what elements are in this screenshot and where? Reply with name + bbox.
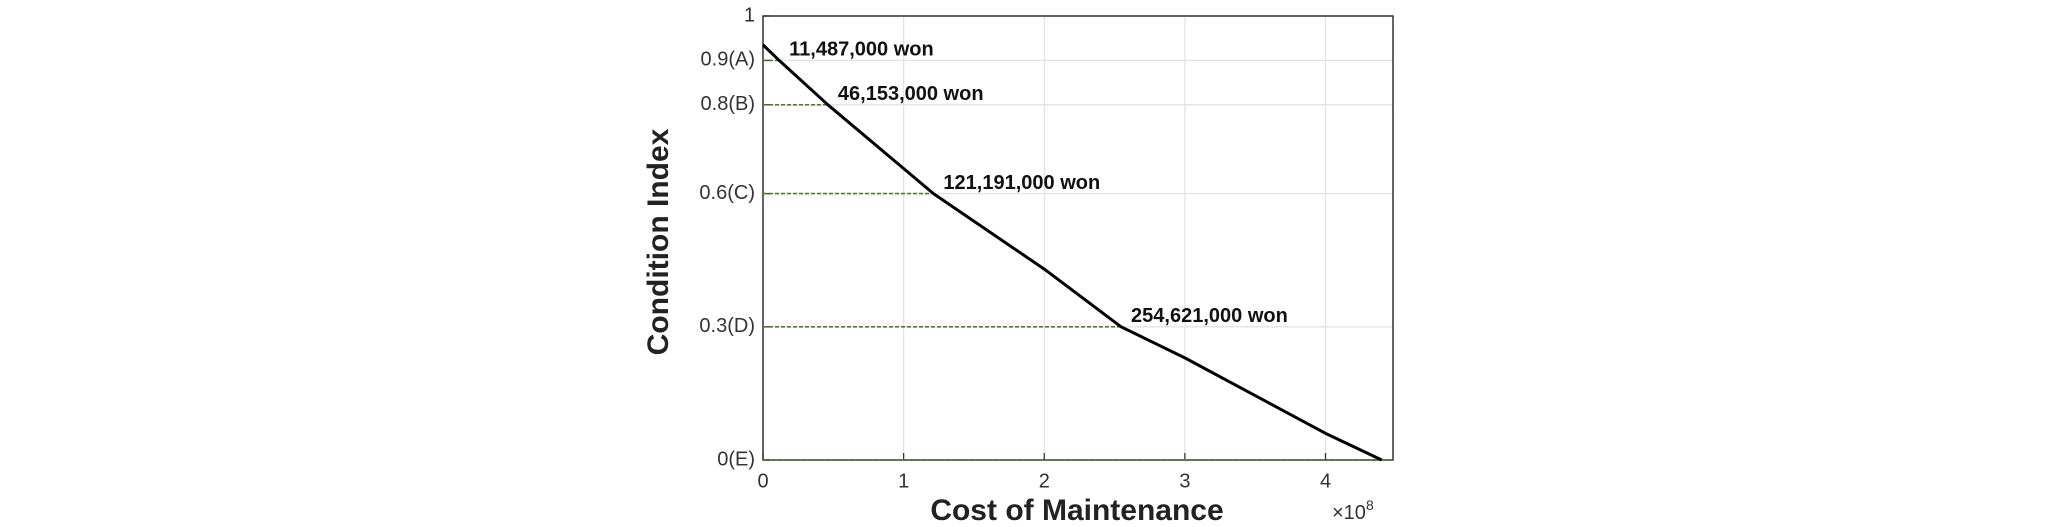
- y-tick-label: 1: [744, 4, 755, 26]
- annotation: 121,191,000 won: [943, 172, 1100, 194]
- x-tick-label: 1: [898, 470, 909, 492]
- y-axis-label: Condition Index: [642, 128, 675, 355]
- y-tick-label: 0(E): [717, 448, 755, 470]
- curve: [761, 43, 1383, 462]
- annotation: 46,153,000 won: [838, 83, 984, 105]
- annotation: 11,487,000 won: [789, 39, 934, 61]
- y-tick-label: 0.8(B): [701, 93, 755, 115]
- x-tick-label: 4: [1320, 470, 1331, 492]
- x-tick-label: 2: [1039, 470, 1050, 492]
- x-tick-label: 0: [757, 470, 768, 492]
- y-tick-label: 0.3(D): [699, 315, 755, 337]
- x-scale-base: ×10: [1332, 502, 1366, 524]
- x-scale-label: ×108: [1332, 497, 1374, 525]
- y-tick-label: 0.9(A): [701, 49, 755, 71]
- x-tick-label: 3: [1179, 470, 1190, 492]
- y-tick-label: 0.6(C): [699, 182, 755, 204]
- x-scale-exponent: 8: [1366, 497, 1374, 513]
- x-axis-label: Cost of Maintenance: [930, 494, 1223, 527]
- annotation: 254,621,000 won: [1131, 305, 1288, 327]
